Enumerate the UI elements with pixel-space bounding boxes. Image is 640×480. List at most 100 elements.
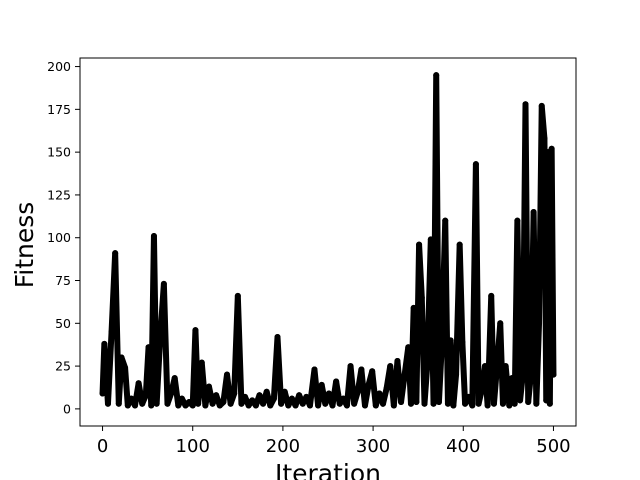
data-point — [164, 400, 171, 407]
data-point — [160, 280, 167, 287]
data-point — [198, 359, 205, 366]
y-tick-label: 25 — [55, 359, 71, 374]
data-point — [472, 161, 479, 168]
data-point — [453, 371, 460, 378]
data-point — [536, 320, 543, 327]
data-point — [148, 402, 155, 409]
x-tick-label: 300 — [356, 436, 390, 457]
data-point — [227, 400, 234, 407]
data-point — [508, 375, 515, 382]
data-point — [475, 400, 482, 407]
data-point — [178, 395, 185, 402]
data-point — [387, 363, 394, 370]
x-tick-label: 0 — [97, 436, 108, 457]
y-tick-label: 50 — [55, 316, 71, 331]
y-axis: 0 25 50 75 100 125 150 175 200 — [47, 59, 80, 416]
data-point — [511, 400, 518, 407]
data-point — [398, 399, 405, 406]
data-point — [132, 402, 139, 409]
data-point — [502, 363, 509, 370]
data-point — [112, 250, 119, 257]
data-point — [442, 217, 449, 224]
data-point — [333, 378, 340, 385]
data-point — [274, 334, 281, 340]
data-point — [303, 393, 310, 400]
data-point — [538, 102, 545, 109]
data-point — [456, 241, 463, 248]
data-point — [306, 402, 313, 409]
data-point — [369, 368, 376, 375]
data-point — [351, 400, 358, 407]
data-point — [447, 337, 454, 344]
data-point — [256, 392, 263, 399]
data-point — [99, 390, 106, 397]
data-point — [252, 402, 259, 409]
data-point — [478, 388, 485, 395]
y-tick-label: 200 — [47, 59, 71, 74]
data-point — [175, 402, 182, 409]
data-point — [115, 400, 122, 407]
data-point — [484, 402, 491, 409]
data-point — [469, 402, 476, 409]
data-point — [153, 400, 160, 407]
data-point — [220, 399, 227, 406]
data-point — [394, 357, 401, 364]
data-point — [390, 402, 397, 409]
y-tick-label: 0 — [63, 401, 71, 416]
data-point — [418, 294, 425, 301]
data-point — [517, 397, 524, 404]
data-point — [340, 395, 347, 402]
data-point — [438, 345, 445, 352]
data-point — [519, 371, 526, 378]
data-point — [213, 392, 220, 399]
data-point — [260, 400, 267, 407]
plot-frame — [79, 57, 577, 427]
data-point — [465, 393, 472, 400]
data-point — [499, 400, 506, 407]
data-point — [270, 395, 277, 402]
data-point — [481, 363, 488, 370]
data-point — [365, 381, 372, 388]
data-point — [101, 340, 108, 347]
y-tick-label: 125 — [47, 187, 71, 202]
data-point — [205, 383, 212, 390]
data-point — [522, 101, 529, 108]
data-point — [231, 390, 238, 397]
data-point — [358, 366, 365, 373]
data-point — [462, 400, 469, 407]
data-point — [548, 145, 555, 152]
data-point — [550, 371, 557, 378]
x-tick-label: 200 — [266, 436, 300, 457]
data-point — [285, 402, 292, 409]
data-point — [171, 375, 178, 382]
data-point — [343, 402, 350, 409]
data-point — [142, 392, 149, 399]
x-tick-label: 500 — [536, 436, 570, 457]
data-point — [347, 363, 354, 370]
data-point — [145, 344, 152, 351]
data-point — [202, 402, 209, 409]
data-point — [192, 327, 199, 334]
y-tick-label: 100 — [47, 230, 71, 245]
data-point — [281, 388, 288, 395]
data-point — [435, 399, 442, 406]
data-point — [459, 339, 466, 346]
data-point — [108, 328, 115, 335]
data-point — [288, 395, 295, 402]
data-point — [401, 371, 408, 378]
data-point — [493, 368, 500, 375]
data-point — [416, 241, 423, 248]
data-point — [224, 371, 230, 378]
data-point — [329, 402, 336, 409]
data-point — [421, 400, 428, 407]
data-point — [514, 217, 521, 224]
data-point — [263, 388, 270, 395]
data-point — [336, 400, 343, 407]
data-point — [234, 292, 241, 299]
x-axis: 0 100 200 300 400 500 — [97, 426, 571, 457]
data-point — [122, 364, 129, 371]
data-point — [361, 402, 368, 409]
y-tick-label: 75 — [55, 273, 71, 288]
x-axis-label: Iteration — [275, 459, 381, 480]
data-point — [157, 334, 164, 340]
